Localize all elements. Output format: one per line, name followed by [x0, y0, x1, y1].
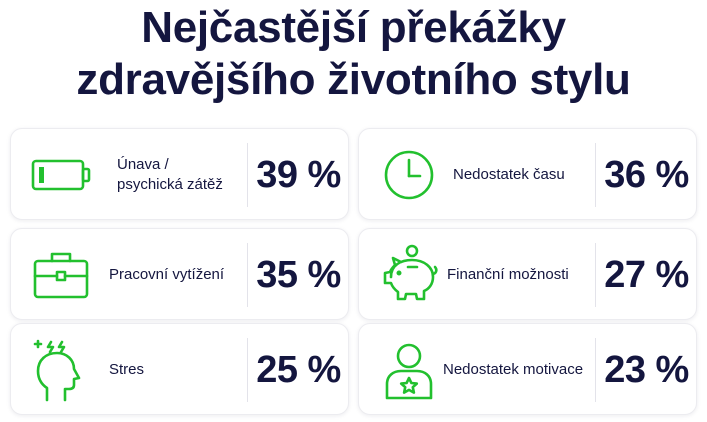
card-divider	[595, 243, 596, 307]
obstacle-card-finance: Finanční možnosti 27 %	[358, 228, 697, 320]
obstacle-percentage: 27 %	[604, 253, 689, 296]
person-star-icon	[377, 338, 441, 402]
obstacle-label: Stres	[109, 361, 145, 378]
card-divider	[595, 338, 596, 402]
card-divider	[247, 143, 248, 207]
obstacle-card-motivation: Nedostatek motivace 23 %	[358, 323, 697, 415]
obstacle-card-work: Pracovní vytížení 35 %	[10, 228, 349, 320]
battery-low-icon	[29, 143, 93, 207]
obstacle-percentage: 39 %	[256, 153, 341, 196]
obstacle-label: Únava / psychická zátěž	[117, 129, 223, 221]
obstacle-label: Nedostatek motivace	[443, 361, 584, 378]
obstacle-card-fatigue: Únava / psychická zátěž 39 %	[10, 128, 349, 220]
title-line-1: Nejčastější překážky	[141, 3, 566, 52]
briefcase-icon	[29, 243, 93, 307]
card-divider	[247, 338, 248, 402]
obstacle-label: Pracovní vytížení	[109, 266, 225, 283]
obstacle-label-line-1: Únava /	[117, 156, 169, 173]
obstacle-percentage: 36 %	[604, 153, 689, 196]
obstacle-label: Nedostatek času	[453, 166, 565, 183]
card-divider	[247, 243, 248, 307]
card-divider	[595, 143, 596, 207]
obstacle-card-time: Nedostatek času 36 %	[358, 128, 697, 220]
obstacle-label-line-2: psychická zátěž	[117, 176, 223, 193]
stressed-head-icon	[29, 338, 93, 402]
obstacle-label: Finanční možnosti	[447, 266, 569, 283]
title-line-2: zdravějšího životního stylu	[76, 55, 631, 104]
obstacle-card-stress: Stres 25 %	[10, 323, 349, 415]
piggy-bank-icon	[377, 243, 441, 307]
clock-icon	[377, 143, 441, 207]
obstacle-percentage: 35 %	[256, 253, 341, 296]
infographic-title: Nejčastější překážky zdravějšího životní…	[0, 2, 707, 106]
obstacle-percentage: 23 %	[604, 348, 689, 391]
obstacle-percentage: 25 %	[256, 348, 341, 391]
